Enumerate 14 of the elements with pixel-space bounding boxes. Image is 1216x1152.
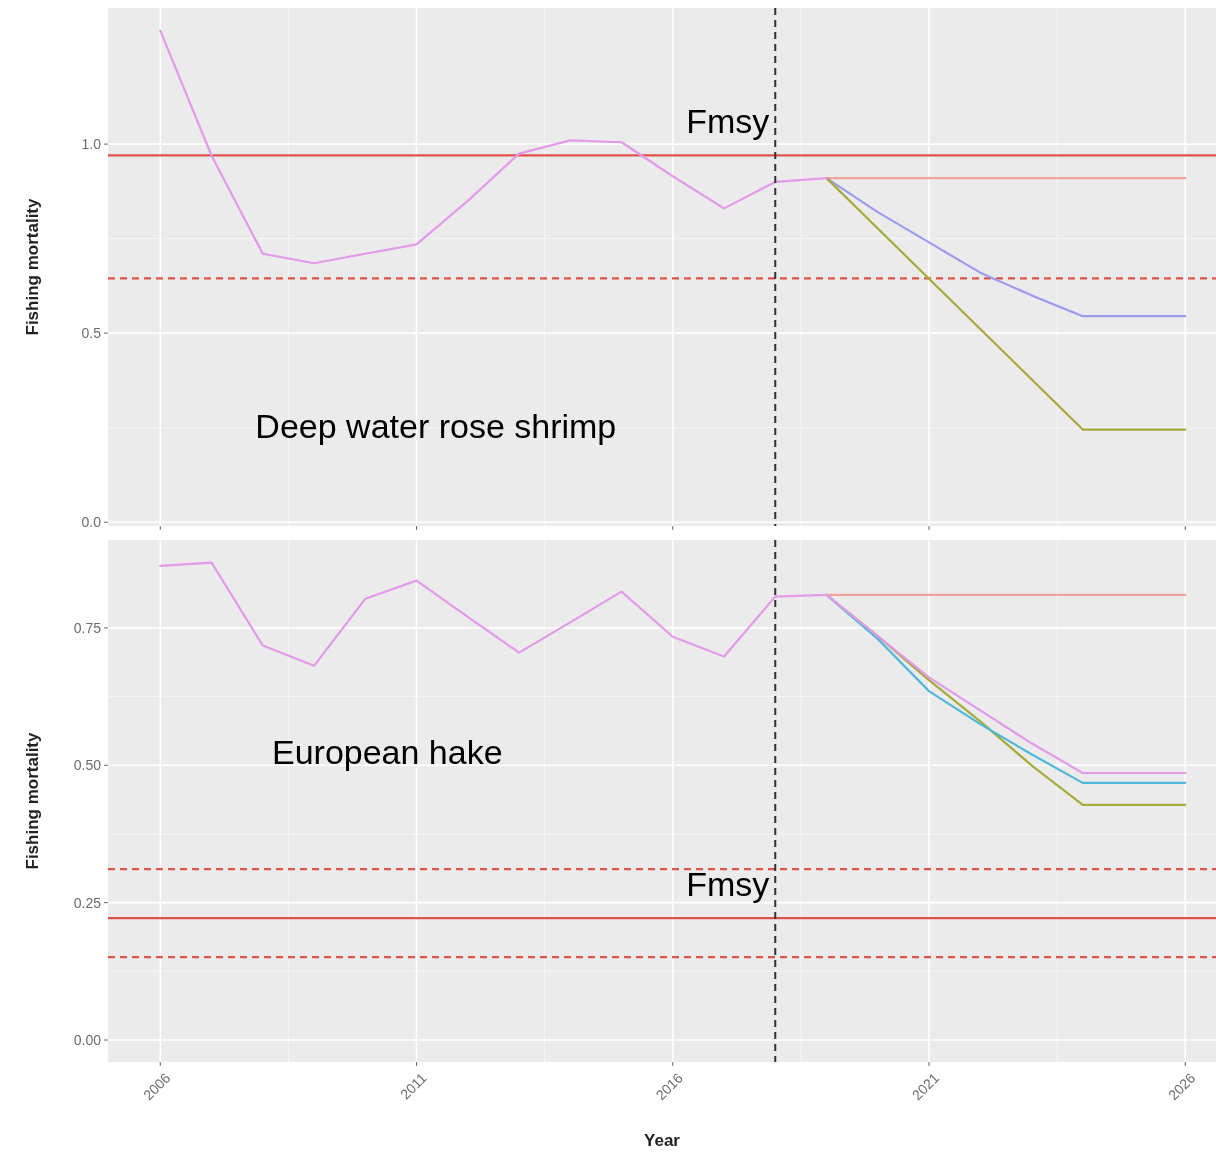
y-tick-label: 1.0 <box>81 136 102 153</box>
annotation: Deep water rose shrimp <box>255 406 617 445</box>
annotation: European hake <box>271 733 503 772</box>
y-tick-label: 0.25 <box>73 894 102 911</box>
y-tick-label: 0.00 <box>73 1031 102 1048</box>
y-tick-label: 0.50 <box>73 757 102 774</box>
y-axis-title: Fishing mortality <box>23 197 42 336</box>
y-tick-label: 0.0 <box>81 514 102 531</box>
x-axis-title: Year <box>644 1131 681 1150</box>
y-tick-label: 0.75 <box>73 619 102 636</box>
ref-line-label: Fmsy <box>686 865 770 904</box>
y-tick-label: 0.5 <box>81 325 102 342</box>
y-axis-title: Fishing mortality <box>23 731 42 870</box>
ref-line-label: Fmsy <box>686 102 770 141</box>
